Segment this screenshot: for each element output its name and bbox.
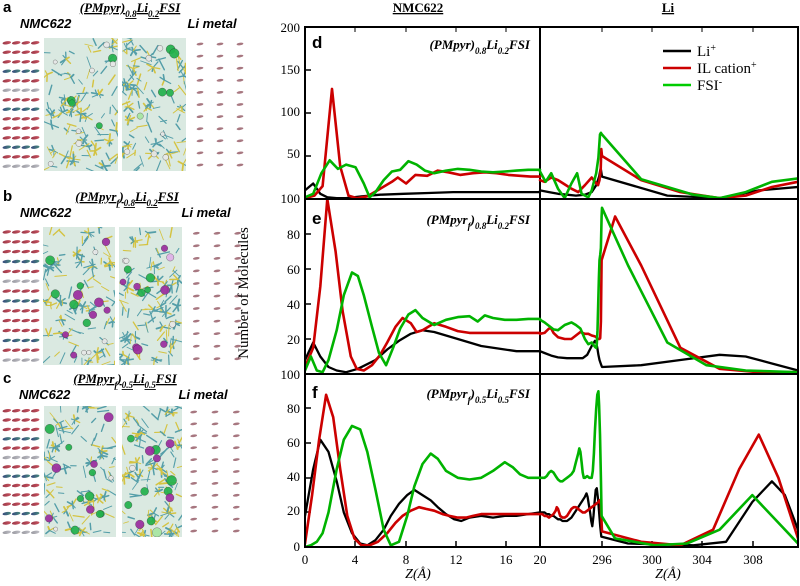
- svg-text:NMC622: NMC622: [393, 0, 444, 15]
- svg-text:Z(Å): Z(Å): [655, 566, 681, 582]
- svg-text:40: 40: [287, 469, 300, 484]
- svg-text:50: 50: [287, 146, 300, 161]
- svg-text:0: 0: [294, 539, 301, 554]
- svg-text:Li+: Li+: [697, 43, 716, 61]
- svg-text:80: 80: [287, 401, 300, 416]
- svg-text:100: 100: [281, 191, 301, 206]
- svg-text:100: 100: [281, 367, 301, 382]
- svg-text:Z(Å): Z(Å): [405, 566, 431, 582]
- svg-text:100: 100: [281, 104, 301, 119]
- svg-text:20: 20: [287, 503, 300, 518]
- svg-text:308: 308: [743, 552, 763, 567]
- svg-text:Number of Molecules: Number of Molecules: [236, 227, 252, 359]
- svg-text:(PMpyrf)0.5Li0.5FSI: (PMpyrf)0.5Li0.5FSI: [426, 386, 530, 405]
- svg-text:0: 0: [302, 552, 309, 567]
- svg-text:60: 60: [287, 262, 300, 277]
- svg-text:20: 20: [534, 552, 547, 567]
- svg-text:296: 296: [592, 552, 612, 567]
- svg-text:200: 200: [281, 20, 301, 35]
- svg-text:f: f: [312, 383, 318, 402]
- svg-text:4: 4: [352, 552, 359, 567]
- svg-text:IL cation+: IL cation+: [697, 60, 757, 78]
- svg-text:300: 300: [642, 552, 662, 567]
- svg-text:Li: Li: [662, 0, 675, 15]
- svg-text:12: 12: [450, 552, 463, 567]
- svg-text:40: 40: [287, 297, 300, 312]
- svg-text:(PMpyr)0.8Li0.2FSI: (PMpyr)0.8Li0.2FSI: [429, 37, 530, 56]
- svg-text:20: 20: [287, 332, 300, 347]
- svg-text:(PMpyrf)0.8Li0.2FSI: (PMpyrf)0.8Li0.2FSI: [426, 212, 530, 231]
- svg-text:80: 80: [287, 227, 300, 242]
- svg-text:8: 8: [403, 552, 410, 567]
- svg-text:FSI-: FSI-: [697, 77, 722, 95]
- svg-text:d: d: [312, 33, 322, 52]
- svg-text:304: 304: [692, 552, 712, 567]
- svg-text:60: 60: [287, 435, 300, 450]
- svg-text:e: e: [312, 209, 321, 228]
- svg-text:150: 150: [281, 62, 301, 77]
- svg-text:16: 16: [500, 552, 514, 567]
